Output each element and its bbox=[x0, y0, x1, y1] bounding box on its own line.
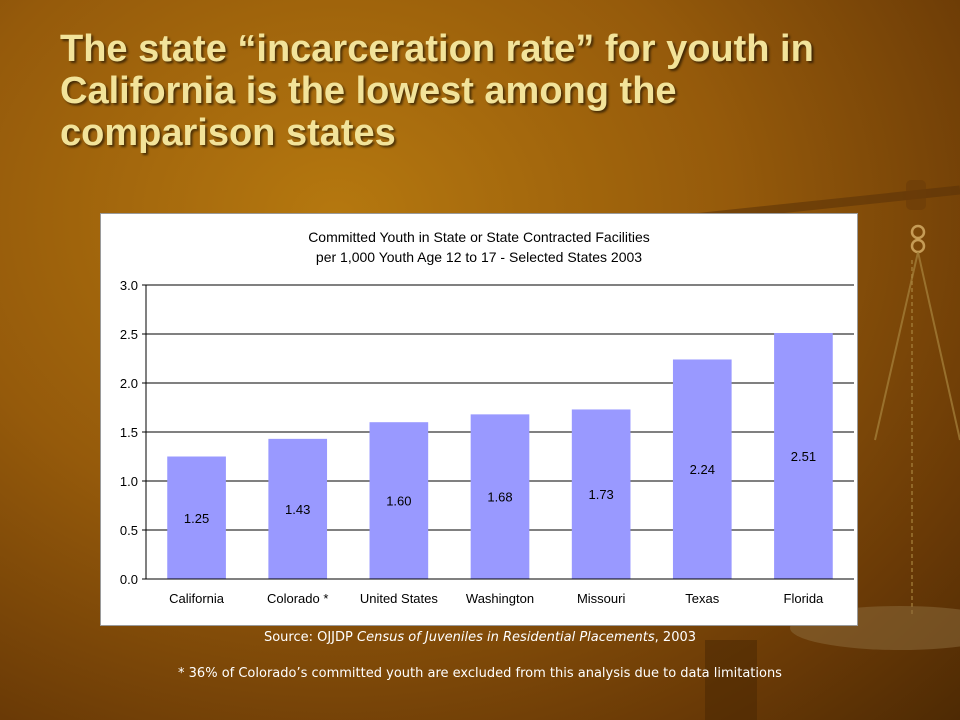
x-category-label: Florida bbox=[784, 591, 825, 606]
bar-value-label: 1.25 bbox=[184, 511, 209, 526]
bar bbox=[672, 359, 732, 579]
y-tick-label: 2.5 bbox=[120, 327, 138, 342]
bar-value-label: 2.24 bbox=[690, 462, 715, 477]
bar-value-label: 1.43 bbox=[285, 502, 310, 517]
y-tick-label: 3.0 bbox=[120, 278, 138, 293]
bar-value-label: 2.51 bbox=[791, 449, 816, 464]
source-title: Census of Juveniles in Residential Place… bbox=[357, 630, 655, 645]
bar bbox=[470, 414, 530, 579]
source-suffix: , 2003 bbox=[654, 630, 697, 645]
x-category-label: Texas bbox=[685, 591, 719, 606]
bar-chart: Committed Youth in State or State Contra… bbox=[120, 229, 854, 606]
source-citation: Source: OJJDP Census of Juveniles in Res… bbox=[100, 630, 860, 645]
y-tick-label: 2.0 bbox=[120, 376, 138, 391]
source-prefix: Source: OJJDP bbox=[263, 630, 357, 645]
bar-value-label: 1.73 bbox=[588, 487, 613, 502]
bar bbox=[268, 438, 328, 579]
y-tick-label: 1.0 bbox=[120, 474, 138, 489]
x-category-label: Washington bbox=[466, 591, 534, 606]
data-limitation-note: * 36% of Colorado’s committed youth are … bbox=[178, 666, 782, 681]
x-category-label: Colorado * bbox=[267, 591, 328, 606]
chart-title-line-1: Committed Youth in State or State Contra… bbox=[308, 229, 650, 245]
bar bbox=[571, 409, 631, 579]
x-category-label: California bbox=[169, 591, 225, 606]
y-tick-label: 0.5 bbox=[120, 523, 138, 538]
y-tick-label: 0.0 bbox=[120, 572, 138, 587]
y-tick-label: 1.5 bbox=[120, 425, 138, 440]
bar bbox=[369, 422, 429, 579]
bar bbox=[167, 456, 226, 579]
x-category-label: United States bbox=[360, 591, 439, 606]
chart-title-line-2: per 1,000 Youth Age 12 to 17 - Selected … bbox=[316, 249, 642, 265]
chart-panel: Committed Youth in State or State Contra… bbox=[100, 213, 858, 626]
bar bbox=[774, 333, 833, 579]
bar-value-label: 1.60 bbox=[386, 494, 411, 509]
bar-value-label: 1.68 bbox=[487, 490, 512, 505]
slide-title: The state “incarceration rate” for youth… bbox=[60, 28, 814, 154]
x-category-label: Missouri bbox=[577, 591, 626, 606]
